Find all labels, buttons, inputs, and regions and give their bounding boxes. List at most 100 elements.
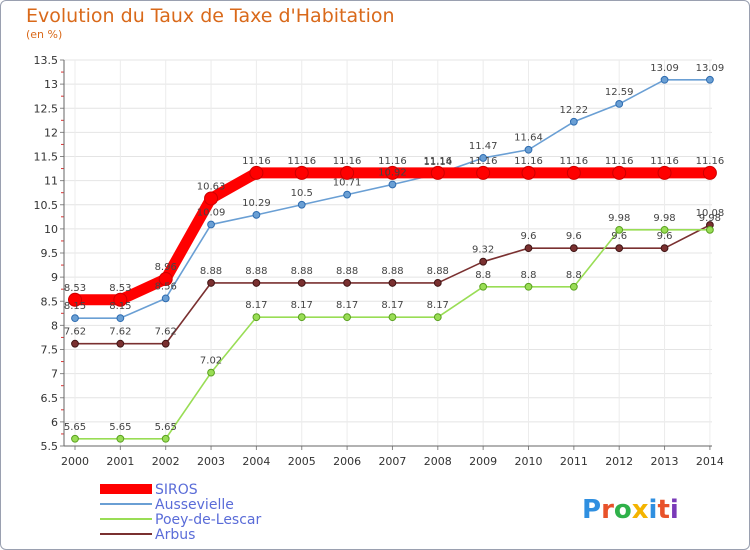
data-label: 10.09 [197, 208, 226, 219]
data-label: 11.16 [287, 156, 316, 167]
data-point [297, 313, 306, 322]
data-point [158, 272, 173, 287]
data-label: 12.22 [560, 105, 589, 116]
chart-unit-label: (en %) [26, 28, 63, 41]
data-point [521, 165, 536, 180]
x-tick-label: 2011 [560, 455, 588, 468]
data-label: 11.16 [242, 156, 271, 167]
data-label: 5.65 [64, 422, 86, 433]
legend-item-poey-de-lescar: Poey-de-Lescar [100, 512, 262, 528]
data-label: 9.98 [699, 213, 721, 224]
data-point [161, 434, 170, 443]
y-tick-label: 12.5 [34, 102, 59, 115]
data-point [433, 313, 442, 322]
data-point [252, 313, 261, 322]
y-tick-label: 7 [51, 368, 58, 381]
x-tick-label: 2013 [651, 455, 679, 468]
data-label: 8.17 [336, 300, 358, 311]
data-label: 11.16 [378, 156, 407, 167]
y-tick-label: 6 [51, 416, 58, 429]
data-point [476, 165, 491, 180]
y-tick-label: 8 [51, 319, 58, 332]
data-label: 9.98 [653, 213, 675, 224]
data-point [71, 314, 79, 323]
data-point [569, 244, 578, 253]
y-tick-label: 11 [44, 175, 58, 188]
data-label: 8.88 [427, 266, 449, 277]
data-label: 13.09 [696, 63, 725, 74]
data-label: 7.02 [200, 356, 222, 367]
data-label: 13.09 [650, 63, 679, 74]
data-label: 9.32 [472, 245, 494, 256]
data-point [479, 154, 488, 162]
data-point [297, 200, 306, 209]
data-point [569, 117, 578, 126]
data-label: 11.16 [514, 156, 543, 167]
data-label: 7.62 [155, 327, 177, 338]
data-point [161, 294, 170, 303]
data-point [433, 279, 442, 287]
y-tick-label: 9 [51, 271, 58, 284]
data-point [706, 225, 714, 234]
data-label: 10.92 [378, 167, 407, 178]
data-label: 8.8 [566, 270, 582, 281]
data-label: 8.88 [336, 266, 358, 277]
data-point [297, 279, 306, 287]
data-label: 10.08 [696, 208, 725, 219]
data-point [615, 244, 624, 253]
x-tick-label: 2009 [469, 455, 497, 468]
data-label: 11.14 [423, 157, 452, 168]
legend-label: Arbus [155, 527, 195, 543]
x-tick-label: 2006 [333, 455, 361, 468]
data-label: 11.16 [650, 156, 679, 167]
y-tick-label: 9.5 [41, 247, 59, 260]
data-point [116, 314, 125, 323]
data-label: 5.65 [155, 422, 177, 433]
data-point [388, 279, 397, 287]
data-point [385, 165, 400, 180]
legend-label: Aussevielle [155, 497, 234, 513]
data-label: 11.16 [605, 156, 634, 167]
data-label: 9.6 [521, 231, 537, 242]
data-point [207, 220, 215, 229]
data-label: 12.59 [605, 87, 634, 98]
data-label: 9.6 [657, 231, 673, 242]
data-label: 8.17 [381, 300, 403, 311]
data-label: 9.98 [608, 213, 630, 224]
data-label: 8.53 [64, 283, 86, 294]
data-point [340, 165, 355, 180]
y-tick-label: 8.5 [41, 295, 59, 308]
data-label: 11.64 [514, 133, 543, 144]
data-point [207, 279, 215, 287]
data-label: 5.65 [109, 422, 131, 433]
series-aussevielle [71, 75, 714, 323]
x-tick-label: 2003 [197, 455, 225, 468]
data-label: 8.96 [155, 262, 177, 273]
data-point [204, 191, 219, 206]
data-label: 8.88 [381, 266, 403, 277]
data-label: 8.53 [109, 283, 131, 294]
series-poey-de-lescar [71, 225, 714, 443]
data-point [388, 313, 397, 322]
y-tick-label: 10 [44, 223, 58, 236]
legend-item-aussevielle: Aussevielle [100, 497, 234, 513]
data-point [615, 100, 624, 108]
data-label: 8.15 [109, 301, 131, 312]
data-point [71, 339, 79, 348]
data-point [68, 292, 82, 307]
chart-title: Evolution du Taux de Taxe d'Habitation [26, 5, 395, 27]
legend-label: SIROS [155, 482, 198, 498]
data-label: 10.29 [242, 198, 271, 209]
x-tick-label: 2001 [106, 455, 134, 468]
x-tick-label: 2010 [515, 455, 543, 468]
data-point [612, 165, 627, 180]
data-point [479, 282, 488, 291]
y-tick-label: 7.5 [41, 344, 59, 357]
data-point [430, 165, 445, 180]
y-tick-label: 5.5 [41, 440, 59, 453]
data-label: 10.5 [291, 188, 313, 199]
y-tick-label: 12 [44, 126, 58, 139]
data-label: 11.16 [333, 156, 362, 167]
data-point [343, 190, 352, 199]
